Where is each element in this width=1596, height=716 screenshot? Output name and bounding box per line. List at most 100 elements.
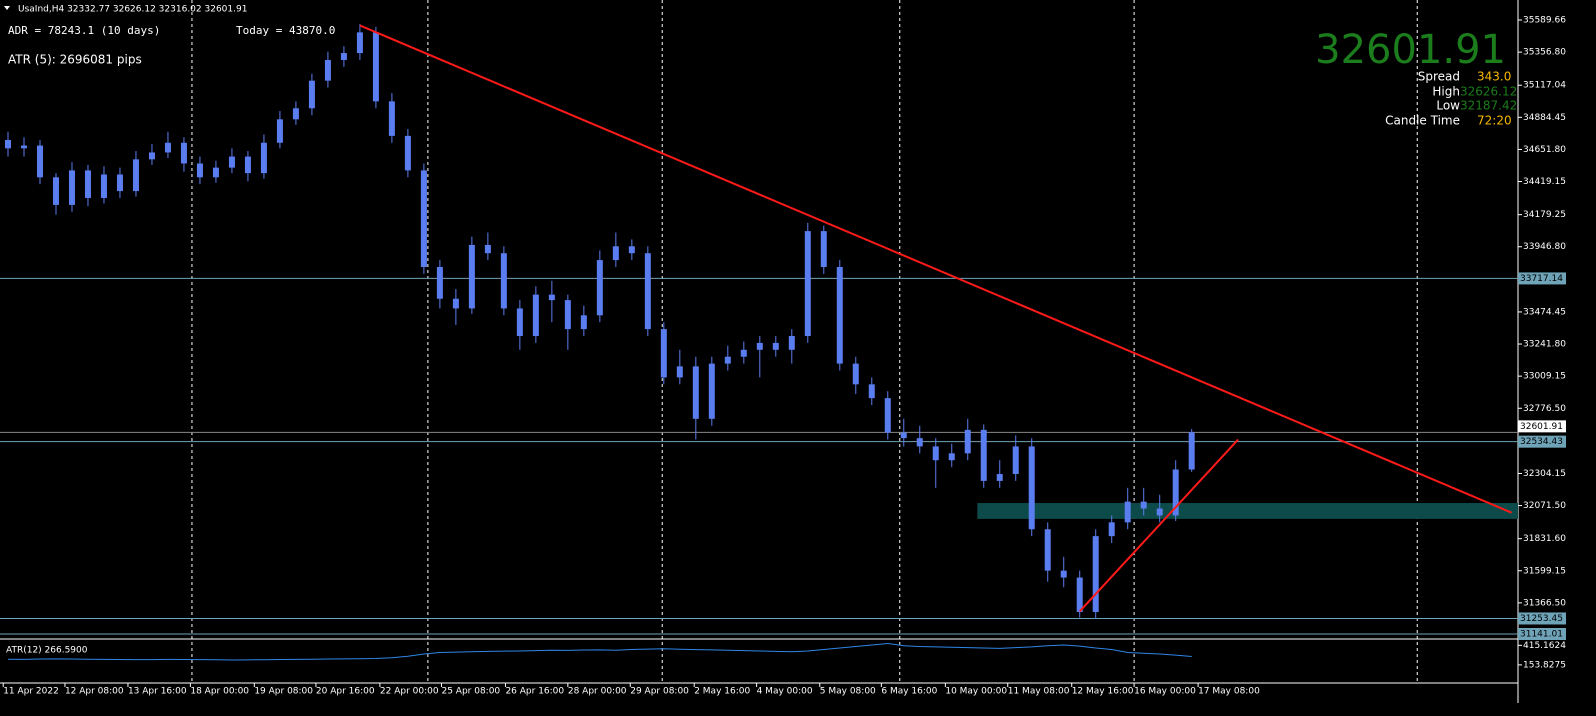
candle-body	[852, 363, 859, 385]
adr: ADR = 78243.1 (10 days)	[8, 24, 160, 37]
x-tick-label: 4 May 00:00	[757, 687, 813, 697]
candle-body	[1012, 446, 1019, 475]
candle-body	[372, 32, 379, 102]
big-price: 32601.91	[1315, 27, 1506, 73]
candle-body	[916, 438, 923, 447]
candle-body	[1140, 501, 1147, 509]
candle-body	[164, 142, 171, 153]
candle-body	[660, 329, 667, 378]
level-label: 31253.45	[1520, 614, 1563, 624]
level-label: 32534.43	[1520, 437, 1563, 447]
trendline	[1078, 438, 1239, 613]
high: 32626.12	[1460, 85, 1517, 99]
candle-body	[676, 366, 683, 378]
candle-body	[68, 170, 75, 205]
level-label: 31141.01	[1520, 629, 1563, 639]
y-tick-label: 34179.25	[1523, 210, 1566, 220]
level-label: 33717.14	[1520, 274, 1563, 284]
candle-body	[276, 119, 283, 143]
high-label: High	[1432, 85, 1460, 99]
x-tick-label: 17 May 08:00	[1198, 687, 1260, 697]
candle-body	[868, 384, 875, 399]
candle-body	[52, 177, 59, 205]
candle-body	[788, 336, 795, 350]
candle-body	[772, 342, 779, 350]
candle-body	[644, 253, 651, 330]
x-tick-label: 19 Apr 08:00	[254, 687, 313, 697]
candle-body	[84, 170, 91, 198]
level-box	[1518, 612, 1566, 625]
indicator-label: ATR(12) 266.5900	[6, 646, 88, 656]
trendline	[359, 24, 1512, 514]
menu-arrow[interactable]	[4, 6, 10, 10]
candle-body	[1044, 529, 1051, 571]
candle-body	[340, 53, 347, 60]
zone	[977, 503, 1518, 519]
candle-body	[724, 356, 731, 364]
today: Today = 43870.0	[236, 24, 335, 37]
candle-body	[516, 308, 523, 337]
candle-body	[612, 246, 619, 261]
candle-body	[1156, 508, 1163, 516]
y-tick-label: 33009.15	[1523, 372, 1566, 382]
candle-body	[1028, 446, 1035, 530]
candle-body	[420, 170, 427, 267]
candle-body	[484, 244, 491, 254]
indicator-line	[7, 642, 1192, 661]
candle-body	[244, 156, 251, 174]
candle-body	[404, 135, 411, 171]
y-tick-label: 34884.45	[1523, 113, 1566, 123]
candle-body	[228, 156, 235, 168]
x-tick-label: 22 Apr 00:00	[380, 687, 439, 697]
candle-body	[100, 174, 107, 198]
candle-body	[196, 163, 203, 178]
candle-body	[836, 267, 843, 364]
x-tick-label: 12 Apr 08:00	[65, 687, 124, 697]
candle-body	[132, 159, 139, 192]
x-tick-label: 5 May 08:00	[820, 687, 876, 697]
candle-body	[580, 315, 587, 330]
y-tick-label: 31599.15	[1523, 566, 1566, 576]
candle-body	[4, 140, 11, 149]
candle-body	[900, 432, 907, 439]
candle-body	[980, 429, 987, 481]
y-tick-label: 35356.80	[1523, 48, 1566, 58]
y-tick-label: 33241.80	[1523, 340, 1566, 350]
level-box	[1518, 435, 1566, 448]
y-tick-label: 32776.50	[1523, 404, 1566, 414]
x-tick-label: 20 Apr 16:00	[316, 687, 375, 697]
indicator-tick-label: 153.8275	[1523, 660, 1566, 670]
candle-body	[708, 363, 715, 419]
candle-body	[500, 253, 507, 309]
candle-body	[292, 108, 299, 120]
candle-body	[1108, 522, 1115, 537]
candle-body	[820, 231, 827, 267]
candle-body	[1092, 536, 1099, 613]
x-tick-label: 28 Apr 00:00	[568, 687, 627, 697]
candle-time: 72:20	[1477, 114, 1512, 128]
candle-body	[1060, 570, 1067, 578]
header: UsaInd,H4 32332.77 32626.12 32316.02 326…	[18, 5, 247, 15]
x-tick-label: 6 May 16:00	[881, 687, 937, 697]
y-tick-label: 35117.04	[1523, 81, 1566, 91]
candle-body	[1172, 469, 1179, 516]
indicator-tick-label: 415.1624	[1523, 641, 1566, 651]
candle-body	[804, 231, 811, 337]
x-tick-label: 18 Apr 00:00	[190, 687, 249, 697]
x-tick-label: 10 May 00:00	[945, 687, 1007, 697]
y-tick-label: 33474.45	[1523, 307, 1566, 317]
x-tick-label: 11 May 08:00	[1008, 687, 1070, 697]
candle-body	[388, 101, 395, 136]
time-label: Candle Time	[1385, 114, 1460, 128]
candle-body	[964, 429, 971, 454]
price-label: 32601.91	[1520, 422, 1563, 432]
x-tick-label: 2 May 16:00	[694, 687, 750, 697]
candle-body	[1124, 501, 1131, 523]
candle-body	[260, 142, 267, 174]
x-tick-label: 29 Apr 08:00	[630, 687, 689, 697]
y-tick-label: 31831.60	[1523, 534, 1566, 544]
level-box	[1518, 627, 1566, 640]
candle-body	[932, 446, 939, 461]
candle-body	[532, 294, 539, 337]
